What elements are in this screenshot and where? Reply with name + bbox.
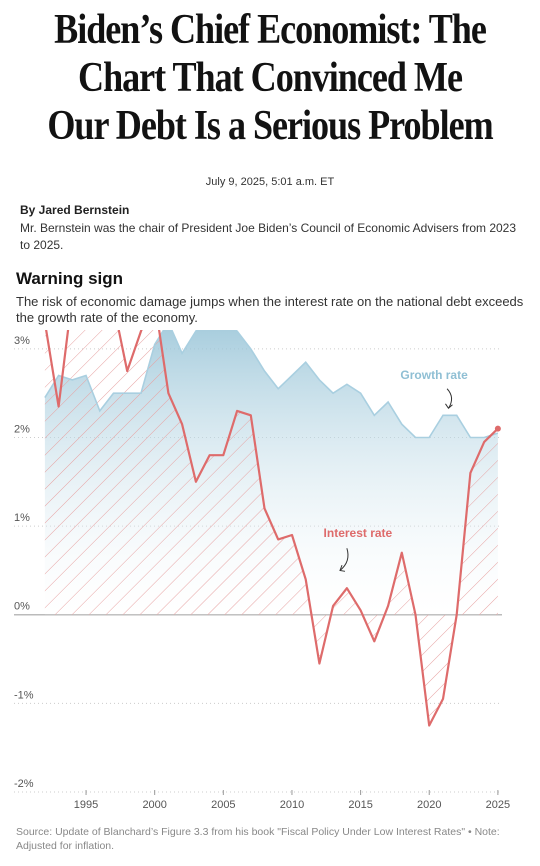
author-bio: Mr. Bernstein was the chair of President… — [20, 221, 517, 252]
x-tick-label: 2025 — [486, 799, 510, 811]
chart: 3% 2% 1% 0% -1% -2% 1995 2000 2005 2010 2015 2020 20… — [14, 330, 510, 811]
chart-subtitle: The risk of economic damage jumps when t… — [16, 294, 524, 325]
growth-rate-arrowhead — [445, 403, 453, 409]
y-tick-label: -2% — [14, 778, 34, 790]
x-tick-label: 2020 — [417, 799, 441, 811]
x-tick-label: 2010 — [280, 799, 304, 811]
x-tick-label: 1995 — [74, 799, 98, 811]
byline[interactable]: By Jared Bernstein — [20, 203, 130, 217]
interest-hatch-area — [44, 330, 498, 726]
chart-source: Source: Update of Blanchard’s Figure 3.3… — [16, 826, 500, 852]
x-tick-label: 2005 — [211, 799, 235, 811]
y-tick-label: 3% — [14, 335, 30, 347]
x-tick-label: 2000 — [142, 799, 166, 811]
interest-rate-arrow — [339, 548, 349, 571]
chart-title: Warning sign — [16, 269, 124, 288]
headline: Biden’s Chief Economist: The Chart That … — [47, 7, 493, 149]
growth-rate-label: Growth rate — [400, 368, 468, 382]
y-tick-label: 0% — [14, 601, 30, 613]
x-tick-label: 2015 — [348, 799, 372, 811]
y-tick-label: 2% — [14, 423, 30, 435]
interest-end-dot — [494, 425, 501, 432]
interest-rate-line — [45, 330, 499, 727]
growth-rate-arrow — [446, 388, 453, 409]
y-tick-label: -1% — [14, 689, 34, 701]
publish-date: July 9, 2025, 5:01 a.m. ET — [205, 176, 335, 188]
growth-rate-line — [44, 330, 499, 439]
y-tick-label: 1% — [14, 512, 30, 524]
interest-rate-arrowhead — [339, 564, 346, 572]
interest-rate-label: Interest rate — [324, 526, 393, 540]
